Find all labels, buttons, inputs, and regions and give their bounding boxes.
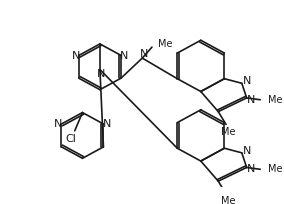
Text: N: N	[120, 51, 128, 61]
Text: Me: Me	[268, 95, 283, 105]
Text: N: N	[243, 146, 251, 156]
Text: N: N	[140, 49, 149, 59]
Text: N: N	[97, 69, 105, 79]
Text: Me: Me	[158, 39, 172, 49]
Text: N: N	[53, 119, 62, 129]
Text: Cl: Cl	[65, 134, 76, 144]
Text: N: N	[247, 95, 256, 105]
Text: N: N	[103, 119, 112, 129]
Text: Me: Me	[221, 196, 235, 204]
Text: N: N	[243, 76, 251, 86]
Text: N: N	[72, 51, 80, 61]
Text: Me: Me	[268, 164, 283, 174]
Text: N: N	[247, 164, 256, 174]
Text: Me: Me	[221, 127, 235, 137]
